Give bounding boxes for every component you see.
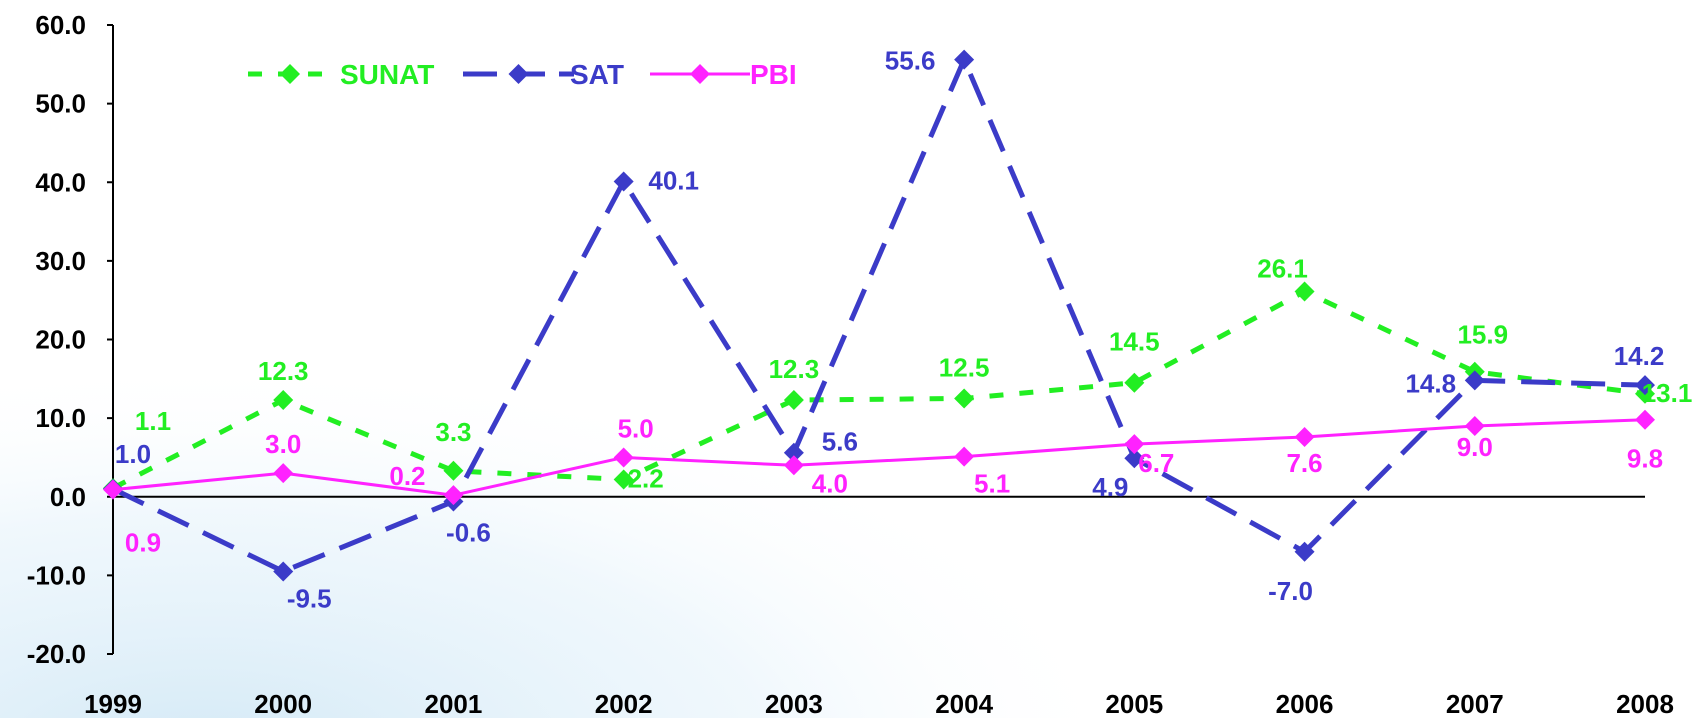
data-point-sunat [954,388,975,409]
data-label-pbi: 6.7 [1138,448,1174,478]
data-label-sunat: 15.9 [1457,320,1508,350]
data-point-sat [1635,375,1655,396]
data-point-pbi [954,446,975,467]
data-point-sunat [443,460,464,481]
data-point-sat [783,442,804,463]
data-point-pbi [1464,415,1485,436]
data-point-sat [613,171,634,192]
data-label-sunat: 13.1 [1642,378,1693,408]
y-tick-label: 50.0 [35,89,86,119]
series-line-sunat [111,289,1646,491]
data-point-sat [954,49,975,70]
data-point-sunat [1294,281,1315,302]
data-point-pbi [443,485,464,506]
data-point-sat [1294,541,1315,562]
x-tick-label: 2000 [254,689,312,718]
y-tick-label: 60.0 [35,10,86,40]
legend-marker-sat [508,64,529,84]
data-label-sat: -9.5 [287,583,332,613]
data-label-sat: -7.0 [1268,576,1313,606]
y-tick-label: 40.0 [35,167,86,197]
data-label-sunat: 12.3 [258,356,309,386]
data-label-sunat: 3.3 [435,417,471,447]
y-tick-label: 10.0 [35,403,86,433]
data-point-pbi [1294,426,1315,447]
data-label-sat: -0.6 [446,517,491,547]
data-label-pbi: 4.0 [812,468,848,498]
data-label-sat: 1.0 [115,439,151,469]
data-label-sat: 14.8 [1405,368,1456,398]
y-tick-label: -20.0 [27,639,86,669]
data-label-sat: 40.1 [648,165,699,195]
data-point-sunat [1124,372,1145,393]
series-line-pbi [112,418,1646,497]
data-point-sunat [783,390,804,411]
data-point-sunat [273,390,294,411]
data-point-pbi [613,447,634,468]
data-label-sunat: 26.1 [1257,254,1308,284]
x-tick-label: 2003 [765,689,823,718]
x-tick-label: 2005 [1105,689,1163,718]
x-tick-label: 2001 [425,689,483,718]
data-label-sunat: 1.1 [135,406,171,436]
y-tick-label: 0.0 [50,482,86,512]
x-tick-label: 2004 [935,689,993,718]
legend-marker-sunat [280,64,300,84]
data-label-sunat: 12.5 [939,352,990,382]
data-point-sat [1124,448,1145,469]
x-tick-label: 1999 [84,689,142,718]
x-tick-label: 2002 [595,689,653,718]
legend-label-sunat: SUNAT [340,59,434,90]
data-label-pbi: 9.8 [1627,444,1663,474]
data-point-pbi [273,463,294,484]
y-tick-label: 20.0 [35,325,86,355]
x-tick-label: 2006 [1276,689,1334,718]
data-label-sat: 5.6 [822,427,858,457]
y-tick-label: 30.0 [35,246,86,276]
data-label-pbi: 5.1 [974,469,1010,499]
data-label-sat: 55.6 [885,46,936,76]
legend-label-pbi: PBI [750,59,797,90]
data-label-sat: 14.2 [1614,341,1665,371]
data-label-pbi: 9.0 [1457,432,1493,462]
series-line-sat [111,57,1646,574]
data-point-pbi [1124,434,1145,455]
data-point-pbi [783,455,804,476]
data-point-sat [1464,370,1485,391]
data-label-pbi: 0.2 [389,461,425,491]
data-label-pbi: 7.6 [1286,448,1322,478]
data-label-pbi: 5.0 [618,413,654,443]
data-point-sat [273,561,294,582]
legend-label-sat: SAT [570,59,624,90]
data-point-sunat [613,469,634,490]
data-point-pbi [1635,409,1655,430]
data-label-sunat: 12.3 [769,354,820,384]
data-label-sunat: 2.2 [628,463,664,493]
y-tick-label: -10.0 [27,560,86,590]
x-tick-label: 2007 [1446,689,1504,718]
data-label-sat: 4.9 [1092,472,1128,502]
data-label-pbi: 3.0 [265,429,301,459]
legend-marker-pbi [690,64,710,84]
data-point-pbi [103,479,123,500]
data-label-pbi: 0.9 [125,528,161,558]
data-label-sunat: 14.5 [1109,327,1160,357]
x-tick-label: 2008 [1616,689,1674,718]
